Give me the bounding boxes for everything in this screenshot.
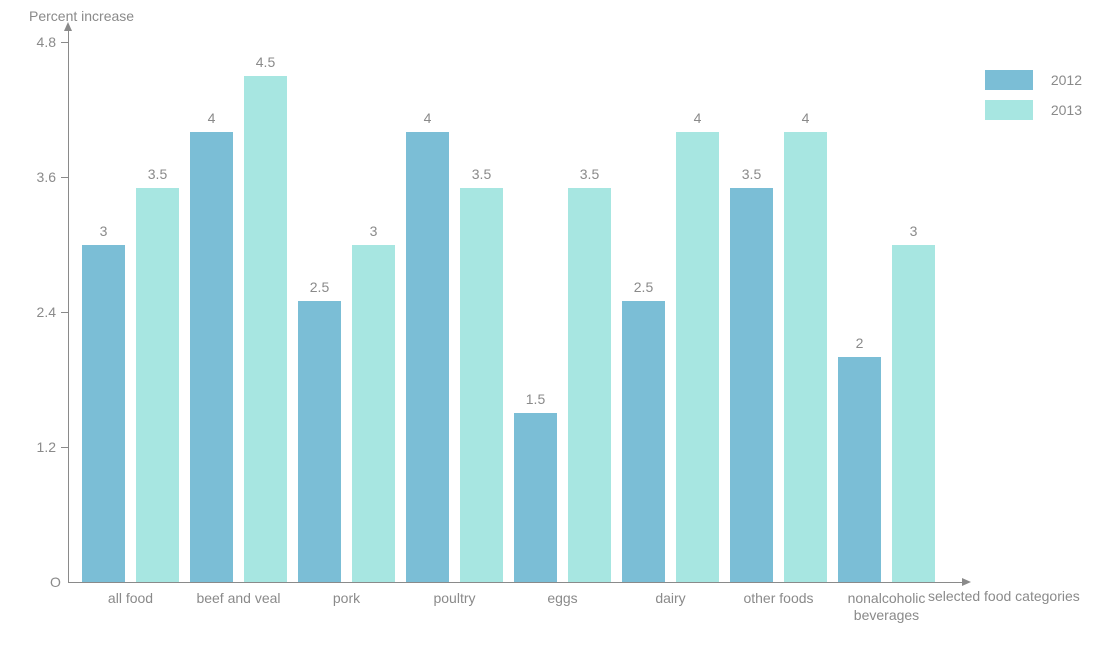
legend-item: 2012 — [985, 70, 1082, 90]
bar-series-2013 — [352, 245, 395, 583]
y-tick-label: 2.4 — [28, 304, 56, 320]
bar-value-label: 2 — [856, 335, 864, 351]
category-label: beef and veal — [185, 590, 293, 607]
y-tick-label: 1.2 — [28, 439, 56, 455]
bar-value-label: 3 — [370, 223, 378, 239]
x-axis-title: selected food categories — [928, 588, 1080, 604]
bar-series-2012 — [190, 132, 233, 582]
bar-value-label: 3.5 — [580, 166, 599, 182]
category-label: nonalcoholicbeverages — [833, 590, 941, 624]
bar-value-label: 1.5 — [526, 391, 545, 407]
bar-chart: 3 3.5 4 4.5 2.5 3 4 3.5 1.5 3.5 2.5 4 3.5 4 2 3 Percent… — [0, 0, 1110, 659]
bar-series-2012 — [514, 413, 557, 582]
bar-series-2012 — [838, 357, 881, 582]
bar-series-2013 — [676, 132, 719, 582]
bar-value-label: 2.5 — [310, 279, 329, 295]
bar-value-label: 2.5 — [634, 279, 653, 295]
category-label: poultry — [401, 590, 509, 607]
bar-series-2013 — [244, 76, 287, 582]
y-tick-label: 4.8 — [28, 34, 56, 50]
y-tick — [61, 312, 68, 313]
origin-label: O — [50, 574, 61, 590]
category-label: other foods — [725, 590, 833, 607]
category-label: dairy — [617, 590, 725, 607]
legend-swatch — [985, 70, 1033, 90]
legend-label: 2012 — [1051, 72, 1082, 88]
legend: 2012 2013 — [985, 70, 1082, 120]
bar-value-label: 4.5 — [256, 54, 275, 70]
category-label: all food — [77, 590, 185, 607]
bar-series-2012 — [730, 188, 773, 582]
bar-value-label: 4 — [208, 110, 216, 126]
y-axis — [68, 26, 69, 582]
bar-series-2013 — [460, 188, 503, 582]
bar-value-label: 3 — [100, 223, 108, 239]
y-axis-title: Percent increase — [29, 8, 134, 24]
bar-value-label: 3.5 — [472, 166, 491, 182]
bar-value-label: 4 — [802, 110, 810, 126]
bar-series-2013 — [892, 245, 935, 583]
bar-value-label: 4 — [424, 110, 432, 126]
bar-value-label: 3 — [910, 223, 918, 239]
y-tick — [61, 42, 68, 43]
y-tick-label: 3.6 — [28, 169, 56, 185]
bar-series-2012 — [298, 301, 341, 582]
bar-series-2013 — [784, 132, 827, 582]
bar-series-2013 — [568, 188, 611, 582]
bar-series-2012 — [622, 301, 665, 582]
legend-item: 2013 — [985, 100, 1082, 120]
legend-swatch — [985, 100, 1033, 120]
x-axis-arrow — [962, 578, 971, 586]
bar-value-label: 4 — [694, 110, 702, 126]
plot-area: 3 3.5 4 4.5 2.5 3 4 3.5 1.5 3.5 2.5 4 3.5 4 2 3 — [68, 42, 932, 582]
bar-series-2012 — [406, 132, 449, 582]
bar-value-label: 3.5 — [148, 166, 167, 182]
y-tick — [61, 447, 68, 448]
bar-series-2012 — [82, 245, 125, 583]
x-axis — [68, 582, 962, 583]
bar-series-2013 — [136, 188, 179, 582]
category-label: eggs — [509, 590, 617, 607]
category-label: pork — [293, 590, 401, 607]
bar-value-label: 3.5 — [742, 166, 761, 182]
legend-label: 2013 — [1051, 102, 1082, 118]
y-tick — [61, 177, 68, 178]
